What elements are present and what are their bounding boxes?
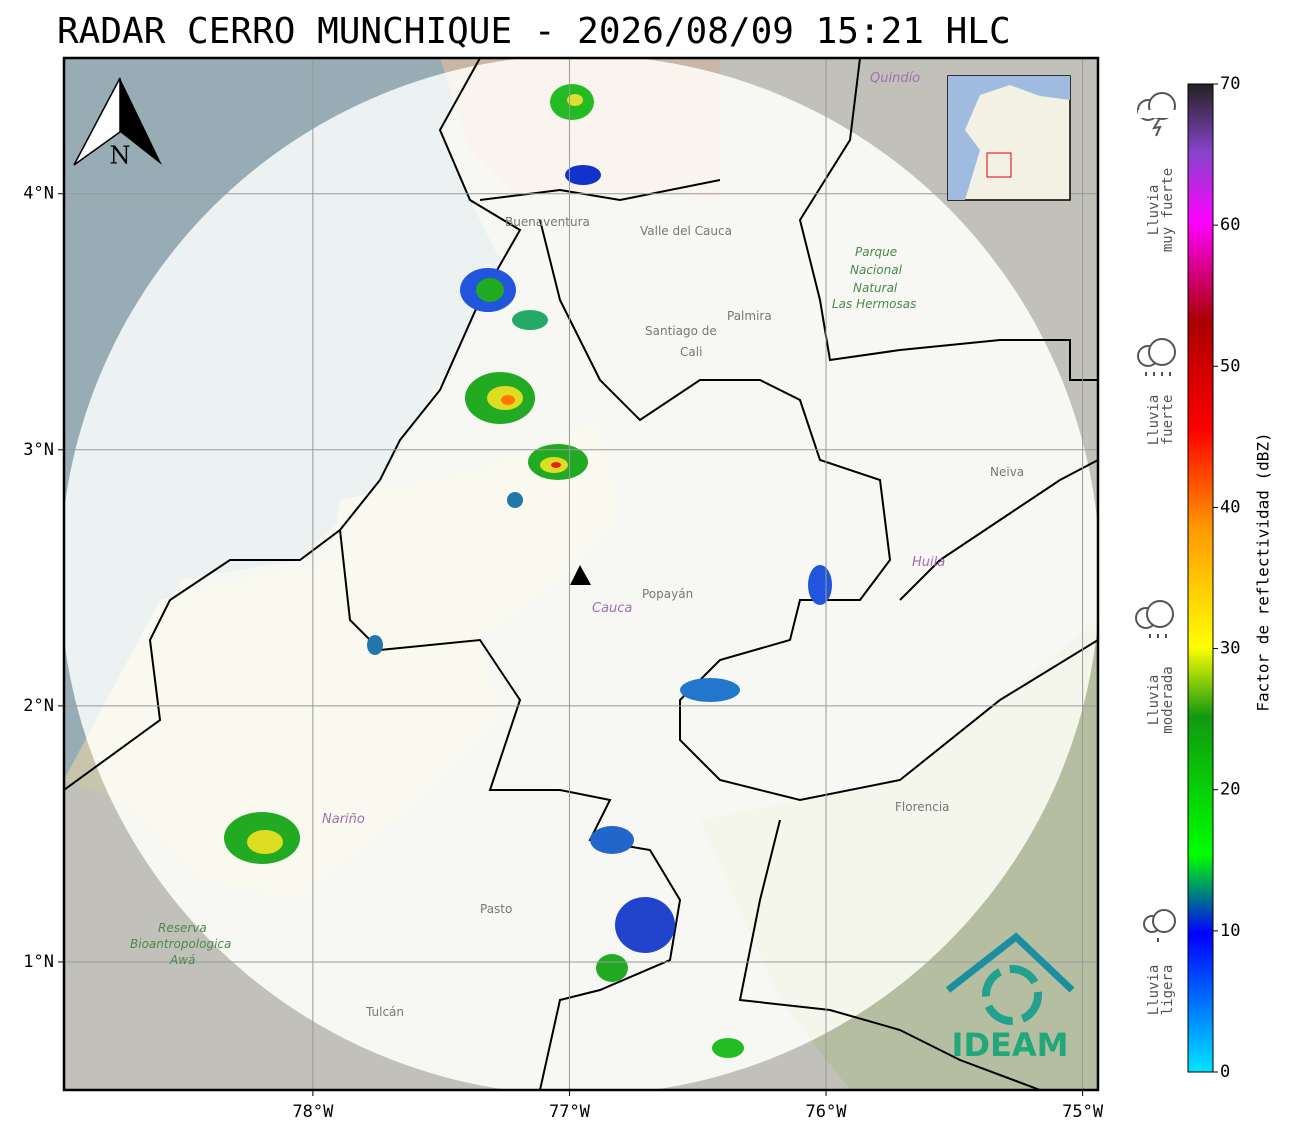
- department: Quindío: [870, 71, 920, 86]
- park: Awá: [169, 953, 195, 967]
- place: Palmira: [727, 309, 772, 323]
- category-label: Lluviamoderada: [1146, 666, 1176, 733]
- x-tick-label: 78°W: [292, 1102, 334, 1122]
- graticule: [64, 58, 1098, 1090]
- colorbar-tick-label: 0: [1220, 1062, 1230, 1082]
- colorbar-tick-label: 40: [1220, 497, 1240, 517]
- park: Bioantropologica: [130, 937, 231, 951]
- y-tick-label: 3°N: [23, 440, 54, 460]
- category-label: Lluviamuy fuerte: [1146, 168, 1176, 252]
- place: Cali: [680, 345, 702, 359]
- map-frame: [62, 56, 1100, 1092]
- colorbar-tick-label: 30: [1220, 639, 1240, 659]
- colorbar-label: Factor de reflectividad (dBZ): [1254, 432, 1273, 711]
- park: Natural: [853, 281, 898, 295]
- colorbar-tick-label: 10: [1220, 921, 1240, 941]
- place: Buenaventura: [505, 215, 590, 229]
- colorbar-tick-label: 60: [1220, 215, 1240, 235]
- colorbar-tick-label: 20: [1220, 780, 1240, 800]
- north-arrow: N: [73, 77, 162, 170]
- logo: IDEAM: [945, 932, 1075, 1064]
- rain-categories: Lluviamuy fuerte Lluviafuerte Lluviamode…: [1135, 92, 1176, 1016]
- category-label: Lluvialigera: [1146, 965, 1176, 1016]
- park: Nacional: [850, 263, 903, 277]
- place: Valle del Cauca: [640, 224, 732, 238]
- department: Huila: [912, 555, 945, 570]
- park: Las Hermosas: [832, 297, 916, 311]
- title: RADAR CERRO MUNCHIQUE - 2026/08/09 15:21…: [57, 11, 1011, 52]
- category-label: Lluviafuerte: [1146, 395, 1176, 446]
- colorbar-tick-label: 70: [1220, 74, 1240, 94]
- colorbar-tick-label: 50: [1220, 356, 1240, 376]
- place: Tulcán: [365, 1005, 404, 1019]
- park: Reserva: [158, 921, 207, 935]
- logo-text: IDEAM: [952, 1026, 1069, 1064]
- x-tick-label: 76°W: [806, 1102, 848, 1122]
- y-tick-label: 1°N: [23, 952, 54, 972]
- inset-map: [947, 75, 1071, 201]
- y-tick-label: 2°N: [23, 696, 54, 716]
- park: Parque: [855, 245, 897, 259]
- x-tick-label: 77°W: [549, 1102, 591, 1122]
- x-tick-label: 75°W: [1062, 1102, 1104, 1122]
- colorbar: [1187, 83, 1214, 1073]
- map: Buenaventura Valle del Cauca Santiago de…: [64, 58, 1098, 1090]
- place: Popayán: [642, 587, 693, 601]
- department: Nariño: [322, 812, 365, 827]
- y-tick-label: 4°N: [23, 184, 54, 204]
- north-label: N: [110, 142, 131, 170]
- borders: [64, 58, 1098, 1090]
- place: Florencia: [895, 800, 950, 814]
- place: Pasto: [480, 902, 512, 916]
- radar-site: [570, 565, 591, 585]
- place: Santiago de: [645, 324, 717, 338]
- place: Neiva: [990, 465, 1024, 479]
- department: Cauca: [592, 601, 632, 616]
